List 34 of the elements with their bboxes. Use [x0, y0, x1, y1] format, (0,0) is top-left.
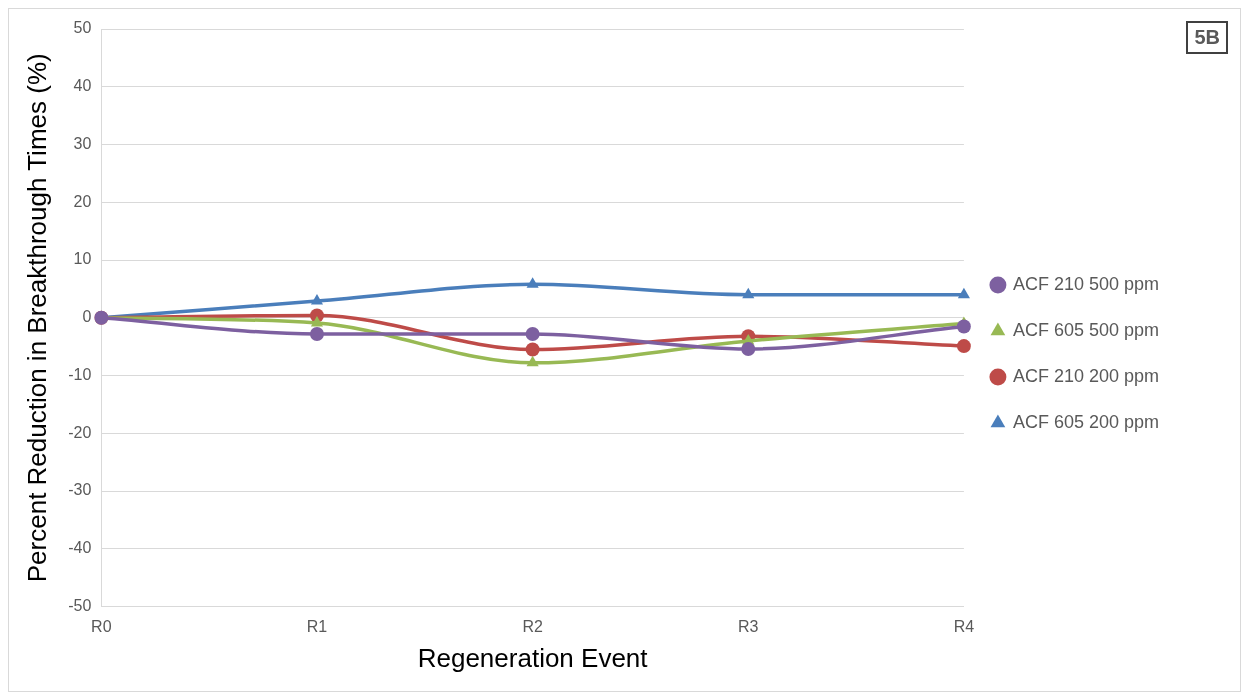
point [956, 339, 971, 354]
y-tick-label: -30 [68, 481, 92, 499]
point [310, 294, 324, 305]
point [525, 326, 540, 341]
point [309, 326, 324, 341]
point [741, 341, 756, 356]
x-axis-title: Regeneration Event [417, 642, 649, 673]
y-tick-label: -40 [68, 539, 92, 557]
legend-label: ACF 605 200 ppm [1012, 411, 1160, 432]
point [742, 287, 755, 299]
x-tick-label: R0 [91, 617, 112, 635]
x-tick-label: R1 [306, 617, 328, 635]
y-tick-label: 30 [73, 134, 92, 152]
legend-label: ACF 210 200 ppm [1012, 365, 1160, 386]
point [956, 319, 971, 334]
y-tick-label: 40 [73, 77, 92, 95]
y-tick-label: 0 [82, 308, 92, 326]
y-tick-label: -50 [68, 597, 92, 615]
point [957, 287, 970, 299]
legend-label: ACF 210 500 ppm [1012, 273, 1160, 294]
x-tick-label: R2 [522, 617, 543, 635]
y-tick-label: 20 [73, 192, 92, 210]
y-tick-label: 10 [73, 250, 92, 268]
y-tick-label: 50 [73, 19, 92, 37]
y-tick-label: -20 [68, 423, 92, 441]
point [525, 342, 540, 357]
y-tick-label: -10 [68, 365, 92, 383]
point [526, 277, 539, 288]
legend-label: ACF 605 500 ppm [1012, 319, 1160, 340]
point [526, 355, 539, 367]
y-axis-title: Percent Reduction in Breakthrough Times (%) [21, 53, 52, 583]
x-tick-label: R4 [953, 617, 975, 635]
text: 5B [1186, 21, 1228, 54]
x-tick-label: R3 [738, 617, 759, 635]
